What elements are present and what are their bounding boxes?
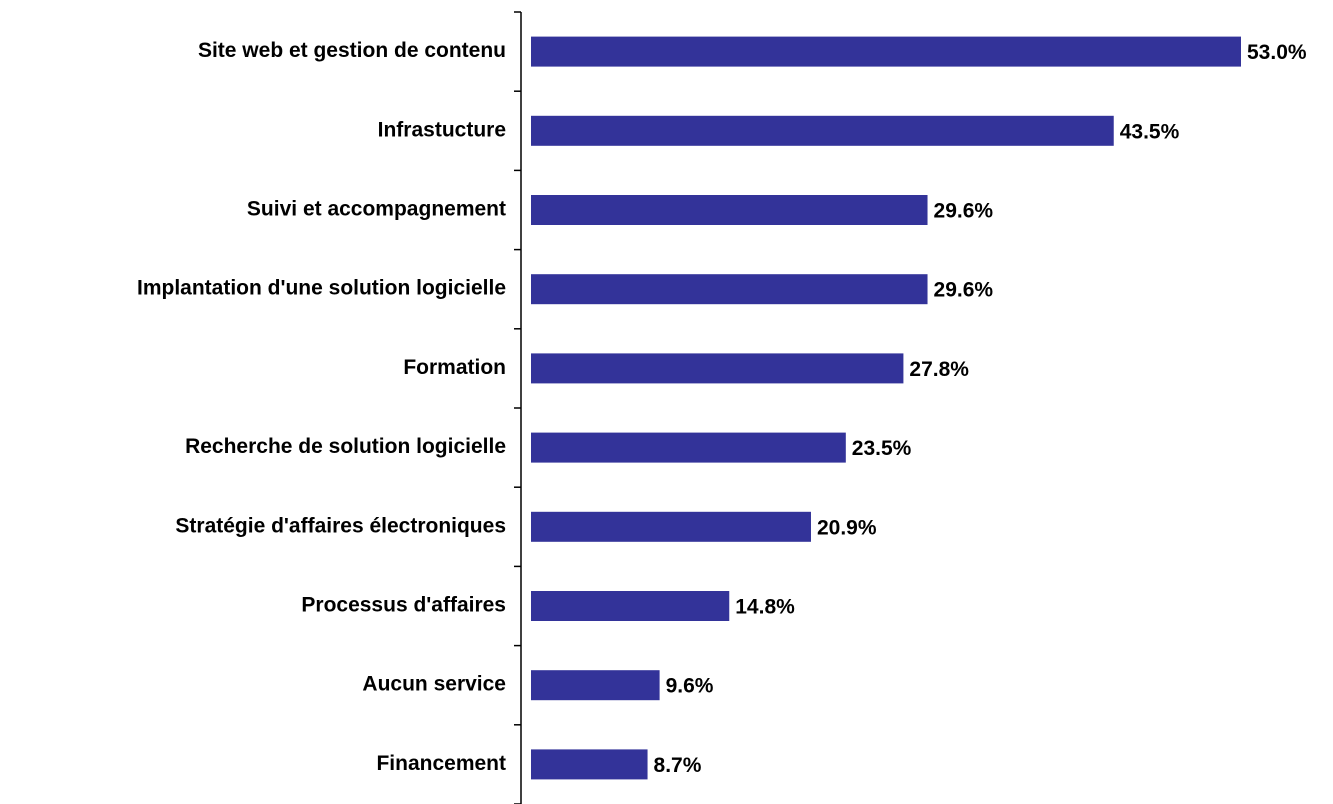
category-label: Formation [403,356,506,379]
category-label: Financement [376,752,506,775]
category-label: Recherche de solution logicielle [185,435,506,458]
value-label: 29.6% [934,200,994,223]
category-label: Suivi et accompagnement [247,198,506,221]
bar [531,432,846,463]
category-label: Implantation d'une solution logicielle [137,277,506,300]
category-label: Stratégie d'affaires électroniques [175,514,506,537]
category-label: Infrastucture [378,118,506,141]
bar [531,115,1114,146]
bar [531,353,904,384]
value-label: 14.8% [735,596,795,619]
value-label: 9.6% [666,675,714,698]
value-label: 27.8% [909,358,969,381]
value-label: 20.9% [817,516,877,539]
bar [531,36,1241,67]
value-label: 43.5% [1120,120,1180,143]
value-label: 8.7% [654,754,702,777]
category-label: Processus d'affaires [301,594,506,617]
value-label: 23.5% [852,437,912,460]
bar [531,591,730,621]
bar [531,195,928,225]
value-label: 29.6% [934,279,994,302]
bar [531,749,648,780]
category-label: Site web et gestion de contenu [198,39,506,62]
value-label: 53.0% [1247,41,1307,64]
category-label: Aucun service [362,673,506,696]
bar [531,670,660,701]
bar [531,511,811,542]
bar [531,274,928,305]
